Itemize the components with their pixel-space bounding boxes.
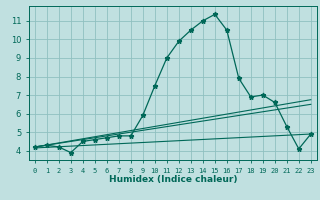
X-axis label: Humidex (Indice chaleur): Humidex (Indice chaleur) bbox=[108, 175, 237, 184]
